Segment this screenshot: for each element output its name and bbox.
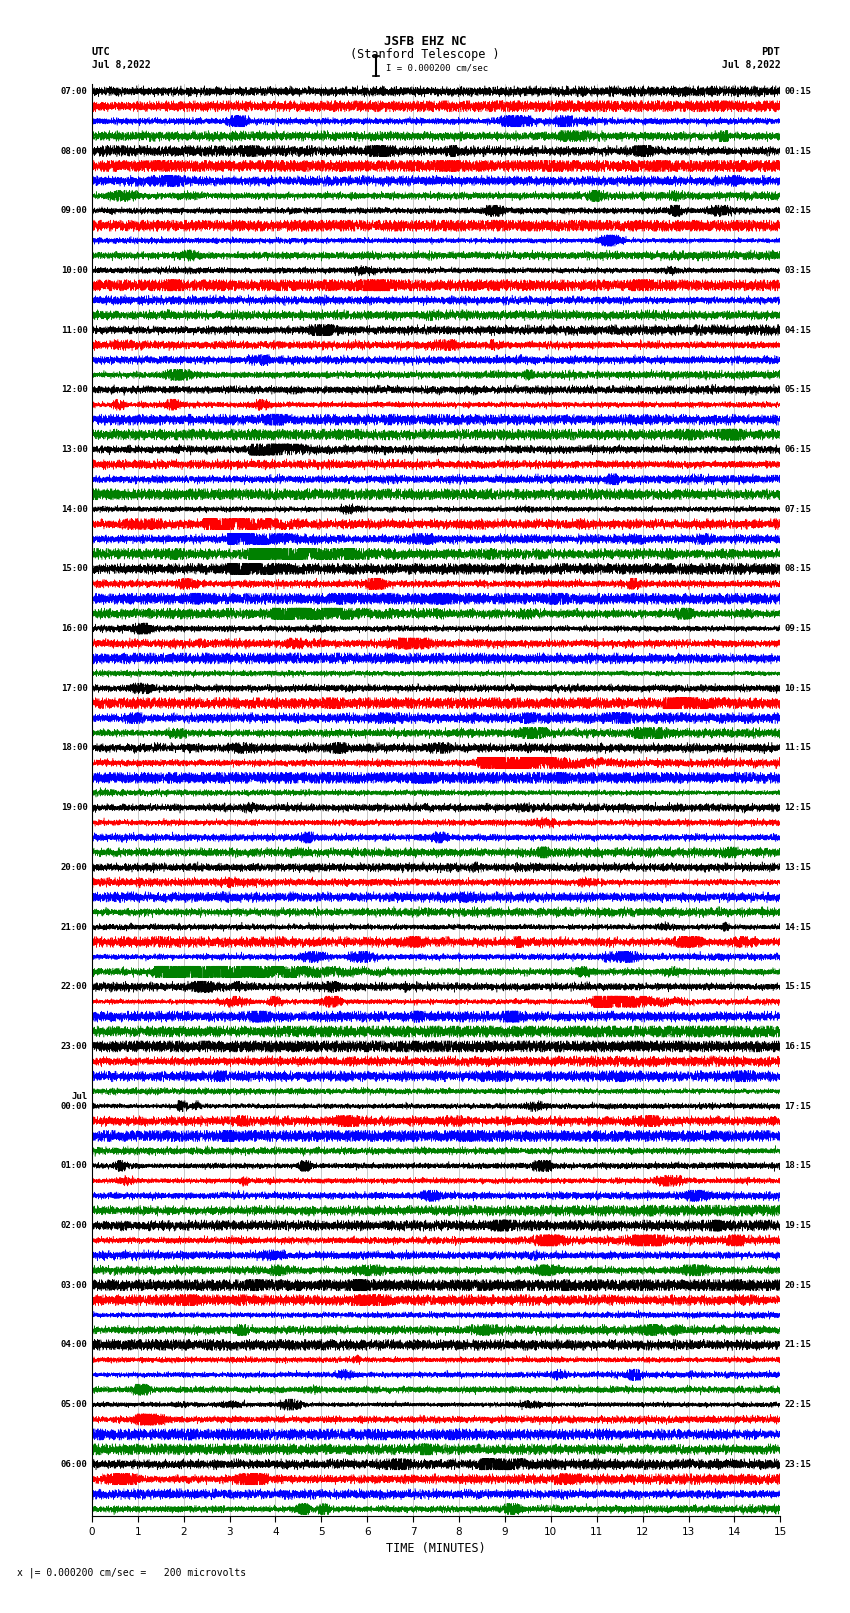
X-axis label: TIME (MINUTES): TIME (MINUTES) <box>386 1542 486 1555</box>
Text: 10:15: 10:15 <box>785 684 812 692</box>
Text: 01:15: 01:15 <box>785 147 812 155</box>
Text: 00:00: 00:00 <box>60 1102 88 1111</box>
Text: 02:15: 02:15 <box>785 206 812 215</box>
Text: 08:15: 08:15 <box>785 565 812 573</box>
Text: 05:15: 05:15 <box>785 386 812 394</box>
Text: 15:15: 15:15 <box>785 982 812 992</box>
Text: 22:00: 22:00 <box>60 982 88 992</box>
Text: 17:15: 17:15 <box>785 1102 812 1111</box>
Text: (Stanford Telescope ): (Stanford Telescope ) <box>350 48 500 61</box>
Text: 15:00: 15:00 <box>60 565 88 573</box>
Text: JSFB EHZ NC: JSFB EHZ NC <box>383 35 467 48</box>
Text: 05:00: 05:00 <box>60 1400 88 1410</box>
Text: I = 0.000200 cm/sec: I = 0.000200 cm/sec <box>386 63 488 73</box>
Text: 20:00: 20:00 <box>60 863 88 873</box>
Text: 09:15: 09:15 <box>785 624 812 632</box>
Text: 04:15: 04:15 <box>785 326 812 334</box>
Text: 18:00: 18:00 <box>60 744 88 753</box>
Text: 11:00: 11:00 <box>60 326 88 334</box>
Text: 13:00: 13:00 <box>60 445 88 453</box>
Text: 06:00: 06:00 <box>60 1460 88 1469</box>
Text: 13:15: 13:15 <box>785 863 812 873</box>
Text: 07:00: 07:00 <box>60 87 88 95</box>
Text: 12:00: 12:00 <box>60 386 88 394</box>
Text: 02:00: 02:00 <box>60 1221 88 1231</box>
Text: 21:15: 21:15 <box>785 1340 812 1350</box>
Text: 14:15: 14:15 <box>785 923 812 932</box>
Text: 21:00: 21:00 <box>60 923 88 932</box>
Text: 08:00: 08:00 <box>60 147 88 155</box>
Text: Jul 8,2022: Jul 8,2022 <box>92 60 150 69</box>
Text: 04:00: 04:00 <box>60 1340 88 1350</box>
Text: 20:15: 20:15 <box>785 1281 812 1290</box>
Text: PDT: PDT <box>762 47 780 56</box>
Text: 17:00: 17:00 <box>60 684 88 692</box>
Text: 19:00: 19:00 <box>60 803 88 813</box>
Text: 14:00: 14:00 <box>60 505 88 513</box>
Text: 09:00: 09:00 <box>60 206 88 215</box>
Text: Jul 8,2022: Jul 8,2022 <box>722 60 780 69</box>
Text: UTC: UTC <box>92 47 110 56</box>
Text: 11:15: 11:15 <box>785 744 812 753</box>
Text: 06:15: 06:15 <box>785 445 812 453</box>
Text: 23:00: 23:00 <box>60 1042 88 1052</box>
Text: 22:15: 22:15 <box>785 1400 812 1410</box>
Text: 16:00: 16:00 <box>60 624 88 632</box>
Text: Jul: Jul <box>71 1092 88 1102</box>
Text: 19:15: 19:15 <box>785 1221 812 1231</box>
Text: 18:15: 18:15 <box>785 1161 812 1171</box>
Text: 12:15: 12:15 <box>785 803 812 813</box>
Text: 07:15: 07:15 <box>785 505 812 513</box>
Text: x |= 0.000200 cm/sec =   200 microvolts: x |= 0.000200 cm/sec = 200 microvolts <box>17 1568 246 1578</box>
Text: 01:00: 01:00 <box>60 1161 88 1171</box>
Text: 16:15: 16:15 <box>785 1042 812 1052</box>
Text: 00:15: 00:15 <box>785 87 812 95</box>
Text: 23:15: 23:15 <box>785 1460 812 1469</box>
Text: 10:00: 10:00 <box>60 266 88 274</box>
Text: 03:00: 03:00 <box>60 1281 88 1290</box>
Text: 03:15: 03:15 <box>785 266 812 274</box>
